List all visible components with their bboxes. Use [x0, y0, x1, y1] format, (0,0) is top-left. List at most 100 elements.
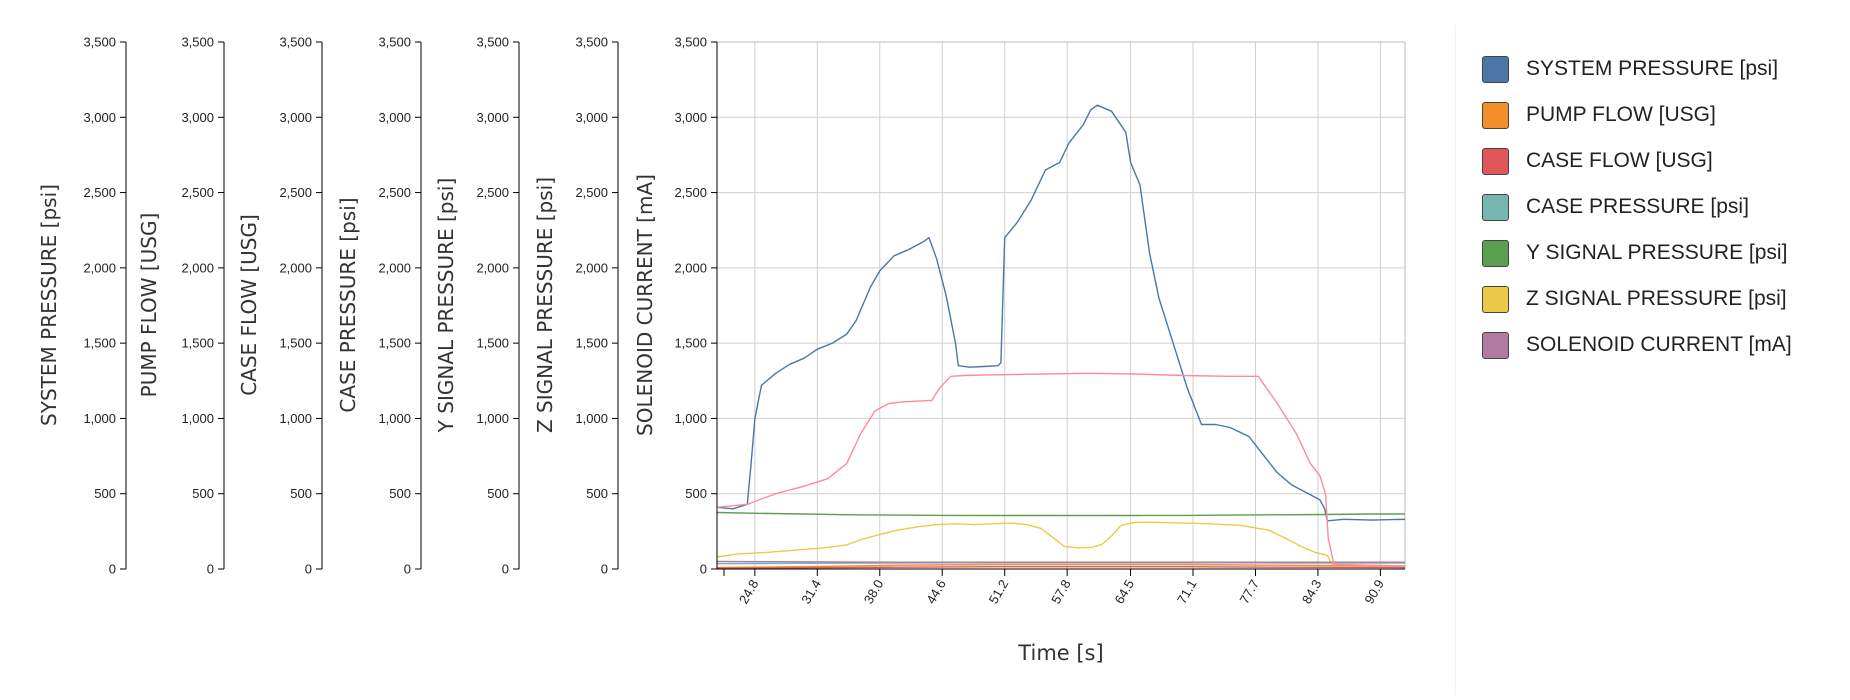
y-tick-label: 1,000 — [476, 411, 509, 426]
x-tick-label: 71.1 — [1174, 577, 1200, 606]
y-tick-label: 3,500 — [575, 35, 608, 50]
y-tick-label: 2,000 — [476, 260, 509, 275]
y-tick-label: 2,000 — [674, 260, 707, 275]
legend-item-y-signal-pressure[interactable]: Y SIGNAL PRESSURE [psi] — [1482, 236, 1787, 270]
x-axis-title: Time [s] — [1017, 641, 1103, 665]
y-tick-label: 1,000 — [378, 411, 411, 426]
y-tick-label: 1,000 — [83, 411, 116, 426]
x-tick-label: 64.5 — [1112, 577, 1138, 606]
y-tick-label: 2,000 — [378, 260, 411, 275]
y-axis-title: SOLENOID CURRENT [mA] — [633, 174, 657, 436]
x-tick-label: 57.8 — [1048, 577, 1074, 606]
y-tick-label: 500 — [487, 486, 509, 501]
x-tick-label: 84.3 — [1299, 577, 1325, 606]
y-tick-label: 1,500 — [575, 336, 608, 351]
y-tick-label: 3,500 — [674, 35, 707, 50]
y-tick-label: 3,500 — [181, 35, 214, 50]
y-tick-label: 2,500 — [476, 185, 509, 200]
legend-swatch — [1482, 285, 1509, 313]
y-axis-title: Y SIGNAL PRESSURE [psi] — [434, 178, 458, 434]
y-tick-label: 500 — [685, 486, 707, 501]
y-tick-label: 1,500 — [378, 336, 411, 351]
y-tick-label: 0 — [109, 562, 116, 577]
legend-label: SOLENOID CURRENT [mA] — [1526, 333, 1792, 356]
legend-swatch — [1482, 101, 1509, 129]
y-tick-label: 3,500 — [476, 35, 509, 50]
legend-swatch — [1482, 55, 1509, 83]
y-tick-label: 2,500 — [83, 185, 116, 200]
legend-item-z-signal-pressure[interactable]: Z SIGNAL PRESSURE [psi] — [1482, 282, 1787, 316]
y-tick-label: 1,000 — [575, 411, 608, 426]
legend-label: Z SIGNAL PRESSURE [psi] — [1526, 287, 1787, 310]
y-tick-label: 2,500 — [279, 185, 312, 200]
y-tick-label: 2,000 — [279, 260, 312, 275]
x-tick-label: 31.4 — [798, 577, 824, 606]
legend-item-case-flow[interactable]: CASE FLOW [USG] — [1482, 144, 1713, 178]
y-tick-label: 0 — [700, 562, 707, 577]
y-axis-title: PUMP FLOW [USG] — [137, 213, 161, 398]
y-tick-label: 500 — [586, 486, 608, 501]
legend-label: Y SIGNAL PRESSURE [psi] — [1526, 241, 1788, 264]
legend-item-pump-flow[interactable]: PUMP FLOW [USG] — [1482, 98, 1716, 132]
x-tick-label: 77.7 — [1236, 577, 1262, 606]
y-tick-label: 3,000 — [279, 110, 312, 125]
y-axis-title: CASE PRESSURE [psi] — [336, 197, 360, 412]
legend-label: PUMP FLOW [USG] — [1526, 103, 1716, 126]
y-axes: 0 500 1,000 1,500 2,000 2,500 3,000 3,500 SYSTEM… — [37, 35, 718, 577]
y-tick-label: 3,000 — [575, 110, 608, 125]
plot-series — [716, 104, 1406, 569]
y-tick-label: 1,500 — [181, 336, 214, 351]
y-tick-label: 1,500 — [476, 336, 509, 351]
y-tick-label: 3,000 — [181, 110, 214, 125]
series-line-z-signal-pressure-psi — [716, 521, 1406, 567]
x-tick-label: 24.8 — [736, 577, 762, 606]
y-tick-label: 1,500 — [83, 336, 116, 351]
series-line-case-flow-usg — [716, 566, 1406, 569]
y-tick-label: 3,000 — [378, 110, 411, 125]
y-tick-label: 3,000 — [674, 110, 707, 125]
series-line-pump-flow-usg — [716, 563, 1406, 569]
y-tick-label: 1,000 — [279, 411, 312, 426]
series-line-y-signal-pressure-psi — [716, 511, 1405, 517]
y-tick-label: 0 — [502, 562, 509, 577]
y-tick-label: 1,500 — [674, 336, 707, 351]
y-axis-title: CASE FLOW [USG] — [237, 214, 261, 396]
y-tick-label: 0 — [601, 562, 608, 577]
y-axis-title: SYSTEM PRESSURE [psi] — [37, 184, 61, 426]
x-tick-label: 90.9 — [1361, 577, 1387, 606]
x-tick-label: 44.6 — [923, 577, 949, 606]
legend-item-system-pressure[interactable]: SYSTEM PRESSURE [psi] — [1482, 52, 1778, 86]
y-tick-label: 2,500 — [575, 185, 608, 200]
series-line-system-pressure-psi — [716, 104, 1406, 522]
y-tick-label: 0 — [305, 562, 312, 577]
y-tick-label: 0 — [207, 562, 214, 577]
legend: SYSTEM PRESSURE [psi] PUMP FLOW [USG] CA… — [1455, 25, 1836, 695]
y-tick-label: 500 — [94, 486, 116, 501]
y-tick-label: 2,500 — [378, 185, 411, 200]
y-tick-label: 1,500 — [279, 336, 312, 351]
legend-swatch — [1482, 193, 1509, 221]
y-tick-label: 500 — [290, 486, 312, 501]
y-tick-label: 500 — [389, 486, 411, 501]
y-tick-label: 2,000 — [83, 260, 116, 275]
legend-item-case-pressure[interactable]: CASE PRESSURE [psi] — [1482, 190, 1749, 224]
y-axis-title: Z SIGNAL PRESSURE [psi] — [533, 177, 557, 433]
legend-swatch — [1482, 147, 1509, 175]
y-tick-label: 500 — [192, 486, 214, 501]
y-tick-label: 0 — [404, 562, 411, 577]
multi-axis-line-chart: 0 500 1,000 1,500 2,000 2,500 3,000 3,500 SYSTEM… — [37, 35, 1406, 665]
legend-item-solenoid-current[interactable]: SOLENOID CURRENT [mA] — [1482, 328, 1792, 362]
y-tick-label: 3,500 — [279, 35, 312, 50]
y-tick-label: 3,000 — [476, 110, 509, 125]
y-tick-label: 3,500 — [378, 35, 411, 50]
x-tick-label: 38.0 — [861, 577, 887, 606]
y-tick-label: 3,000 — [83, 110, 116, 125]
y-tick-label: 1,000 — [674, 411, 707, 426]
y-tick-label: 1,000 — [181, 411, 214, 426]
y-tick-label: 2,000 — [181, 260, 214, 275]
y-tick-label: 2,000 — [575, 260, 608, 275]
legend-label: CASE FLOW [USG] — [1526, 149, 1713, 172]
y-tick-label: 2,500 — [674, 185, 707, 200]
legend-label: CASE PRESSURE [psi] — [1526, 195, 1749, 218]
legend-label: SYSTEM PRESSURE [psi] — [1526, 57, 1779, 80]
